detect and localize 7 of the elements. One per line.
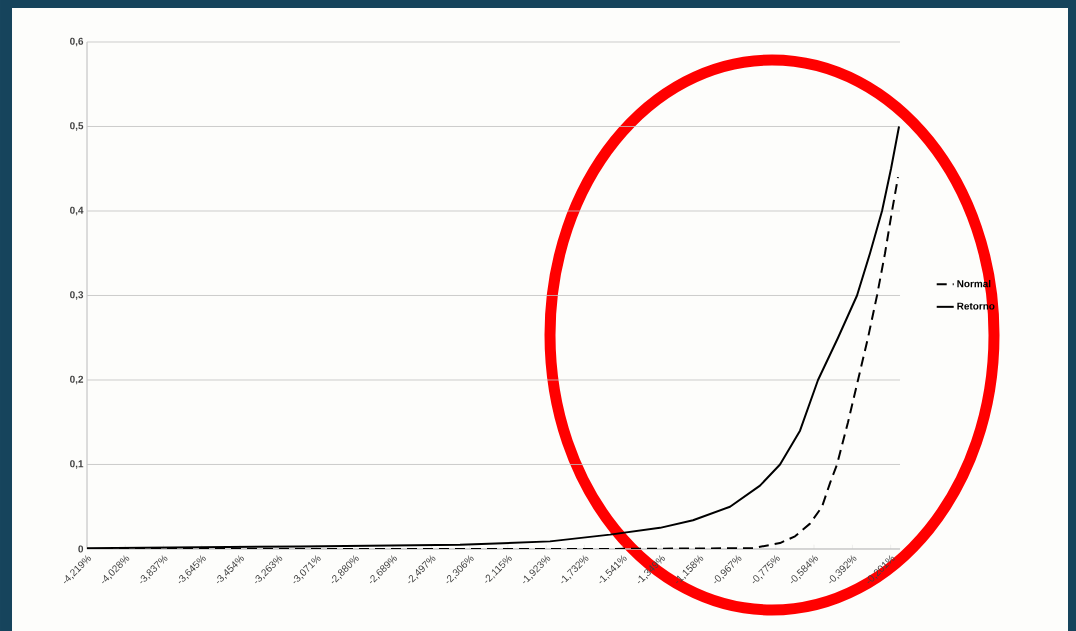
y-tick-label: 0,4 — [70, 206, 84, 216]
y-tick-label: 0,5 — [70, 122, 84, 131]
y-tick-label: 0,1 — [70, 460, 84, 469]
y-tick-label: 0,3 — [70, 291, 84, 300]
y-tick-label: 0,6 — [70, 37, 84, 47]
y-tick-label: 0 — [78, 545, 84, 553]
y-tick-label: 0,2 — [70, 375, 84, 385]
